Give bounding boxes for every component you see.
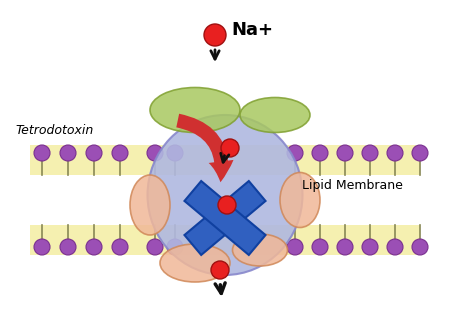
Circle shape (34, 239, 50, 255)
Circle shape (86, 145, 102, 161)
Circle shape (204, 24, 226, 46)
FancyArrowPatch shape (176, 114, 234, 182)
Ellipse shape (160, 244, 230, 282)
Circle shape (147, 239, 163, 255)
Ellipse shape (150, 87, 240, 133)
Circle shape (362, 239, 378, 255)
Ellipse shape (240, 97, 310, 133)
Circle shape (337, 239, 353, 255)
Circle shape (412, 239, 428, 255)
Circle shape (337, 145, 353, 161)
Circle shape (112, 145, 128, 161)
FancyBboxPatch shape (30, 145, 420, 175)
FancyBboxPatch shape (184, 181, 266, 255)
Circle shape (287, 239, 303, 255)
Text: Tetrodotoxin: Tetrodotoxin (15, 123, 93, 137)
Circle shape (387, 145, 403, 161)
Circle shape (218, 196, 236, 214)
Circle shape (412, 145, 428, 161)
Circle shape (86, 239, 102, 255)
Text: Lipid Membrane: Lipid Membrane (302, 179, 403, 191)
Circle shape (167, 145, 183, 161)
Circle shape (147, 145, 163, 161)
Text: Na+: Na+ (231, 21, 273, 39)
Circle shape (362, 145, 378, 161)
FancyBboxPatch shape (30, 225, 420, 255)
Circle shape (387, 239, 403, 255)
Circle shape (287, 145, 303, 161)
Circle shape (60, 239, 76, 255)
Circle shape (211, 261, 229, 279)
Circle shape (34, 145, 50, 161)
Circle shape (167, 239, 183, 255)
Circle shape (60, 145, 76, 161)
Ellipse shape (148, 115, 302, 275)
Circle shape (221, 139, 239, 157)
Circle shape (312, 239, 328, 255)
FancyBboxPatch shape (184, 181, 266, 255)
Circle shape (112, 239, 128, 255)
Ellipse shape (233, 234, 288, 266)
Ellipse shape (280, 173, 320, 227)
Circle shape (312, 145, 328, 161)
Ellipse shape (130, 175, 170, 235)
